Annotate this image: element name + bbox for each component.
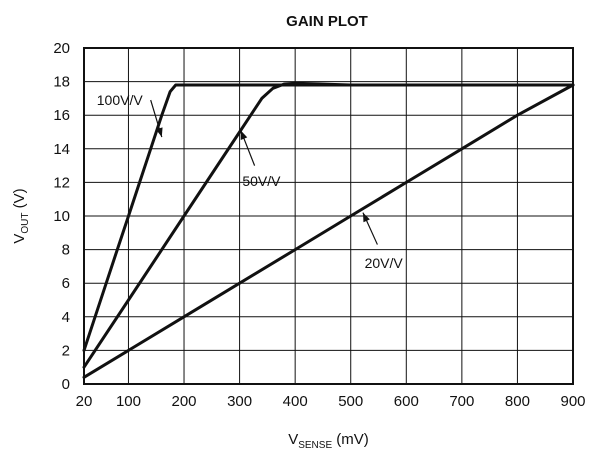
gridlines [84, 48, 573, 384]
x-tick-label: 500 [338, 393, 363, 410]
y-tick-label: 18 [53, 74, 70, 91]
x-tick-label: 600 [394, 393, 419, 410]
annotations: 100V/V 50V/V 20V/V [97, 92, 404, 271]
y-axis-label-main: V [11, 234, 28, 244]
tick-labels: 20 100 200 300 400 500 600 700 800 900 0 2 4 6 8 10 12 14… [53, 40, 585, 410]
x-tick-label: 300 [227, 393, 252, 410]
plot-frame [83, 47, 574, 385]
y-tick-label: 16 [53, 107, 70, 124]
y-tick-label: 8 [62, 242, 70, 259]
y-tick-label: 6 [62, 275, 70, 292]
x-axis-label-unit: (mV) [332, 431, 369, 448]
y-tick-label: 10 [53, 208, 70, 225]
y-axis-label-sub: OUT [20, 213, 31, 234]
x-tick-label: 200 [172, 393, 197, 410]
y-axis-label: VOUT (V) [11, 188, 31, 243]
series-label-3: 20V/V [365, 255, 404, 271]
y-tick-label: 2 [62, 342, 70, 359]
series-line-1 [82, 83, 575, 352]
x-axis-label: VSENSE (mV) [288, 431, 369, 451]
series-label-1: 100V/V [97, 92, 144, 108]
y-tick-label: 4 [62, 309, 70, 326]
y-axis-label-unit: (V) [11, 188, 28, 212]
series-label-2: 50V/V [242, 173, 281, 189]
x-axis-label-sub: SENSE [298, 440, 332, 451]
series-lines [82, 81, 575, 379]
y-tick-label: 14 [53, 141, 70, 158]
series-line-2 [82, 81, 575, 369]
annotation-arrowhead-2 [240, 130, 248, 140]
annotation-arrowhead-1 [155, 127, 163, 138]
x-axis-label-main: V [288, 431, 298, 448]
y-tick-label: 20 [53, 40, 70, 57]
x-tick-label: 100 [116, 393, 141, 410]
x-tick-label: 800 [505, 393, 530, 410]
series-line-3 [82, 83, 575, 379]
y-tick-label: 0 [62, 376, 70, 393]
chart-title: GAIN PLOT [286, 13, 368, 30]
y-tick-label: 12 [53, 174, 70, 191]
x-tick-label: 20 [76, 393, 93, 410]
annotation-arrowhead-3 [362, 212, 370, 223]
x-tick-label: 900 [560, 393, 585, 410]
x-tick-label: 700 [449, 393, 474, 410]
x-tick-label: 400 [283, 393, 308, 410]
